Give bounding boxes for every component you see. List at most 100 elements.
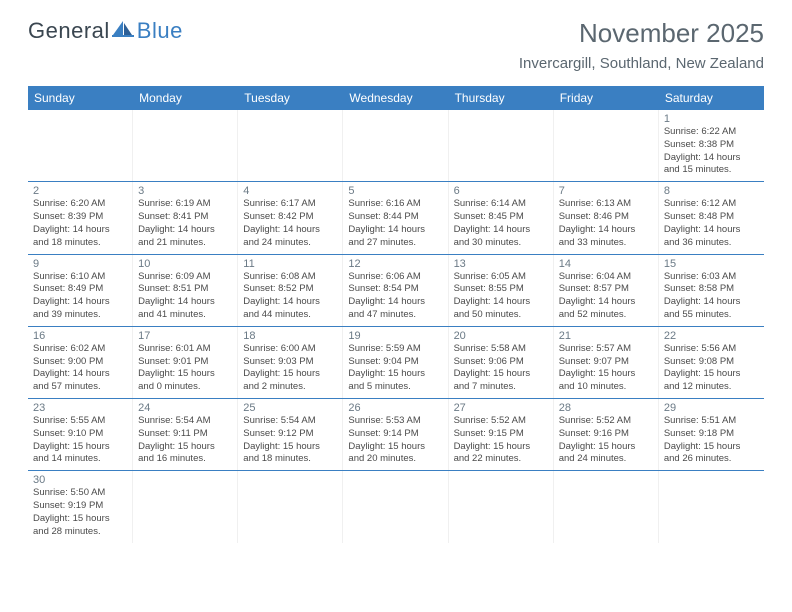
week-row: 16Sunrise: 6:02 AMSunset: 9:00 PMDayligh… (28, 327, 764, 399)
empty-cell (449, 471, 554, 542)
day-number: 2 (33, 185, 127, 197)
day-cell: 11Sunrise: 6:08 AMSunset: 8:52 PMDayligh… (238, 255, 343, 326)
day-cell: 6Sunrise: 6:14 AMSunset: 8:45 PMDaylight… (449, 182, 554, 253)
day-info: Sunrise: 6:14 AMSunset: 8:45 PMDaylight:… (454, 198, 548, 249)
day-number: 9 (33, 258, 127, 270)
day-number: 6 (454, 185, 548, 197)
day-info: Sunrise: 5:55 AMSunset: 9:10 PMDaylight:… (33, 415, 127, 466)
day-number: 5 (348, 185, 442, 197)
day-info: Sunrise: 5:51 AMSunset: 9:18 PMDaylight:… (664, 415, 759, 466)
day-info: Sunrise: 6:00 AMSunset: 9:03 PMDaylight:… (243, 343, 337, 394)
empty-cell (238, 471, 343, 542)
day-info: Sunrise: 6:01 AMSunset: 9:01 PMDaylight:… (138, 343, 232, 394)
header: General Blue November 2025 Invercargill,… (0, 0, 792, 78)
empty-cell (659, 471, 764, 542)
day-info: Sunrise: 6:20 AMSunset: 8:39 PMDaylight:… (33, 198, 127, 249)
day-cell: 22Sunrise: 5:56 AMSunset: 9:08 PMDayligh… (659, 327, 764, 398)
day-info: Sunrise: 6:05 AMSunset: 8:55 PMDaylight:… (454, 271, 548, 322)
day-cell: 21Sunrise: 5:57 AMSunset: 9:07 PMDayligh… (554, 327, 659, 398)
day-cell: 25Sunrise: 5:54 AMSunset: 9:12 PMDayligh… (238, 399, 343, 470)
day-cell: 26Sunrise: 5:53 AMSunset: 9:14 PMDayligh… (343, 399, 448, 470)
day-info: Sunrise: 6:06 AMSunset: 8:54 PMDaylight:… (348, 271, 442, 322)
week-row: 1Sunrise: 6:22 AMSunset: 8:38 PMDaylight… (28, 110, 764, 182)
day-info: Sunrise: 6:16 AMSunset: 8:44 PMDaylight:… (348, 198, 442, 249)
empty-cell (554, 471, 659, 542)
empty-cell (28, 110, 133, 181)
calendar: SundayMondayTuesdayWednesdayThursdayFrid… (28, 86, 764, 543)
day-header-friday: Friday (554, 87, 659, 110)
day-cell: 17Sunrise: 6:01 AMSunset: 9:01 PMDayligh… (133, 327, 238, 398)
day-number: 7 (559, 185, 653, 197)
day-info: Sunrise: 6:22 AMSunset: 8:38 PMDaylight:… (664, 126, 759, 177)
day-cell: 5Sunrise: 6:16 AMSunset: 8:44 PMDaylight… (343, 182, 448, 253)
day-number: 10 (138, 258, 232, 270)
empty-cell (133, 471, 238, 542)
day-number: 1 (664, 113, 759, 125)
location: Invercargill, Southland, New Zealand (519, 55, 764, 72)
day-cell: 12Sunrise: 6:06 AMSunset: 8:54 PMDayligh… (343, 255, 448, 326)
day-cell: 23Sunrise: 5:55 AMSunset: 9:10 PMDayligh… (28, 399, 133, 470)
day-info: Sunrise: 6:13 AMSunset: 8:46 PMDaylight:… (559, 198, 653, 249)
day-info: Sunrise: 6:04 AMSunset: 8:57 PMDaylight:… (559, 271, 653, 322)
week-row: 30Sunrise: 5:50 AMSunset: 9:19 PMDayligh… (28, 471, 764, 542)
empty-cell (133, 110, 238, 181)
day-number: 30 (33, 474, 127, 486)
empty-cell (343, 471, 448, 542)
day-cell: 7Sunrise: 6:13 AMSunset: 8:46 PMDaylight… (554, 182, 659, 253)
day-info: Sunrise: 5:50 AMSunset: 9:19 PMDaylight:… (33, 487, 127, 538)
day-number: 15 (664, 258, 759, 270)
day-cell: 15Sunrise: 6:03 AMSunset: 8:58 PMDayligh… (659, 255, 764, 326)
day-cell: 14Sunrise: 6:04 AMSunset: 8:57 PMDayligh… (554, 255, 659, 326)
day-cell: 16Sunrise: 6:02 AMSunset: 9:00 PMDayligh… (28, 327, 133, 398)
day-number: 17 (138, 330, 232, 342)
day-header-wednesday: Wednesday (343, 87, 448, 110)
week-row: 9Sunrise: 6:10 AMSunset: 8:49 PMDaylight… (28, 255, 764, 327)
day-info: Sunrise: 5:54 AMSunset: 9:12 PMDaylight:… (243, 415, 337, 466)
day-cell: 4Sunrise: 6:17 AMSunset: 8:42 PMDaylight… (238, 182, 343, 253)
day-cell: 13Sunrise: 6:05 AMSunset: 8:55 PMDayligh… (449, 255, 554, 326)
day-info: Sunrise: 6:10 AMSunset: 8:49 PMDaylight:… (33, 271, 127, 322)
day-number: 8 (664, 185, 759, 197)
day-number: 16 (33, 330, 127, 342)
logo-text-2: Blue (137, 18, 183, 44)
title-block: November 2025 Invercargill, Southland, N… (519, 18, 764, 72)
empty-cell (343, 110, 448, 181)
day-cell: 8Sunrise: 6:12 AMSunset: 8:48 PMDaylight… (659, 182, 764, 253)
day-number: 13 (454, 258, 548, 270)
day-cell: 9Sunrise: 6:10 AMSunset: 8:49 PMDaylight… (28, 255, 133, 326)
day-number: 21 (559, 330, 653, 342)
day-number: 22 (664, 330, 759, 342)
day-header-row: SundayMondayTuesdayWednesdayThursdayFrid… (28, 87, 764, 110)
day-number: 20 (454, 330, 548, 342)
day-info: Sunrise: 6:03 AMSunset: 8:58 PMDaylight:… (664, 271, 759, 322)
day-number: 25 (243, 402, 337, 414)
day-info: Sunrise: 6:17 AMSunset: 8:42 PMDaylight:… (243, 198, 337, 249)
sail-icon (112, 20, 134, 38)
day-cell: 3Sunrise: 6:19 AMSunset: 8:41 PMDaylight… (133, 182, 238, 253)
day-number: 29 (664, 402, 759, 414)
day-cell: 27Sunrise: 5:52 AMSunset: 9:15 PMDayligh… (449, 399, 554, 470)
day-cell: 30Sunrise: 5:50 AMSunset: 9:19 PMDayligh… (28, 471, 133, 542)
day-info: Sunrise: 5:53 AMSunset: 9:14 PMDaylight:… (348, 415, 442, 466)
week-row: 23Sunrise: 5:55 AMSunset: 9:10 PMDayligh… (28, 399, 764, 471)
day-number: 27 (454, 402, 548, 414)
day-info: Sunrise: 5:54 AMSunset: 9:11 PMDaylight:… (138, 415, 232, 466)
day-header-saturday: Saturday (659, 87, 764, 110)
day-info: Sunrise: 5:58 AMSunset: 9:06 PMDaylight:… (454, 343, 548, 394)
day-info: Sunrise: 5:57 AMSunset: 9:07 PMDaylight:… (559, 343, 653, 394)
day-header-tuesday: Tuesday (238, 87, 343, 110)
day-cell: 1Sunrise: 6:22 AMSunset: 8:38 PMDaylight… (659, 110, 764, 181)
day-number: 24 (138, 402, 232, 414)
month-title: November 2025 (519, 18, 764, 49)
day-info: Sunrise: 5:56 AMSunset: 9:08 PMDaylight:… (664, 343, 759, 394)
day-cell: 19Sunrise: 5:59 AMSunset: 9:04 PMDayligh… (343, 327, 448, 398)
day-cell: 29Sunrise: 5:51 AMSunset: 9:18 PMDayligh… (659, 399, 764, 470)
day-number: 14 (559, 258, 653, 270)
day-info: Sunrise: 6:12 AMSunset: 8:48 PMDaylight:… (664, 198, 759, 249)
day-number: 3 (138, 185, 232, 197)
day-info: Sunrise: 5:52 AMSunset: 9:16 PMDaylight:… (559, 415, 653, 466)
empty-cell (554, 110, 659, 181)
day-info: Sunrise: 6:08 AMSunset: 8:52 PMDaylight:… (243, 271, 337, 322)
day-cell: 18Sunrise: 6:00 AMSunset: 9:03 PMDayligh… (238, 327, 343, 398)
day-number: 19 (348, 330, 442, 342)
